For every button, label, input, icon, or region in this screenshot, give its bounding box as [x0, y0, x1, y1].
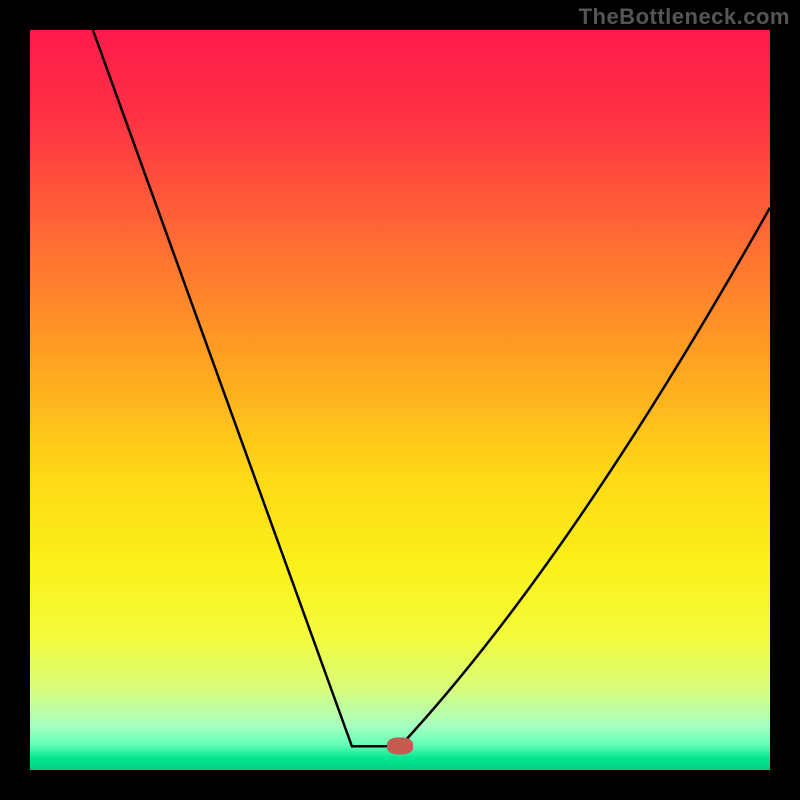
- watermark-text: TheBottleneck.com: [579, 4, 790, 30]
- optimum-marker: [387, 738, 413, 755]
- gradient-fill: [30, 30, 770, 770]
- plot-svg: [30, 30, 770, 770]
- chart-frame: TheBottleneck.com: [0, 0, 800, 800]
- plot-area: [30, 30, 770, 770]
